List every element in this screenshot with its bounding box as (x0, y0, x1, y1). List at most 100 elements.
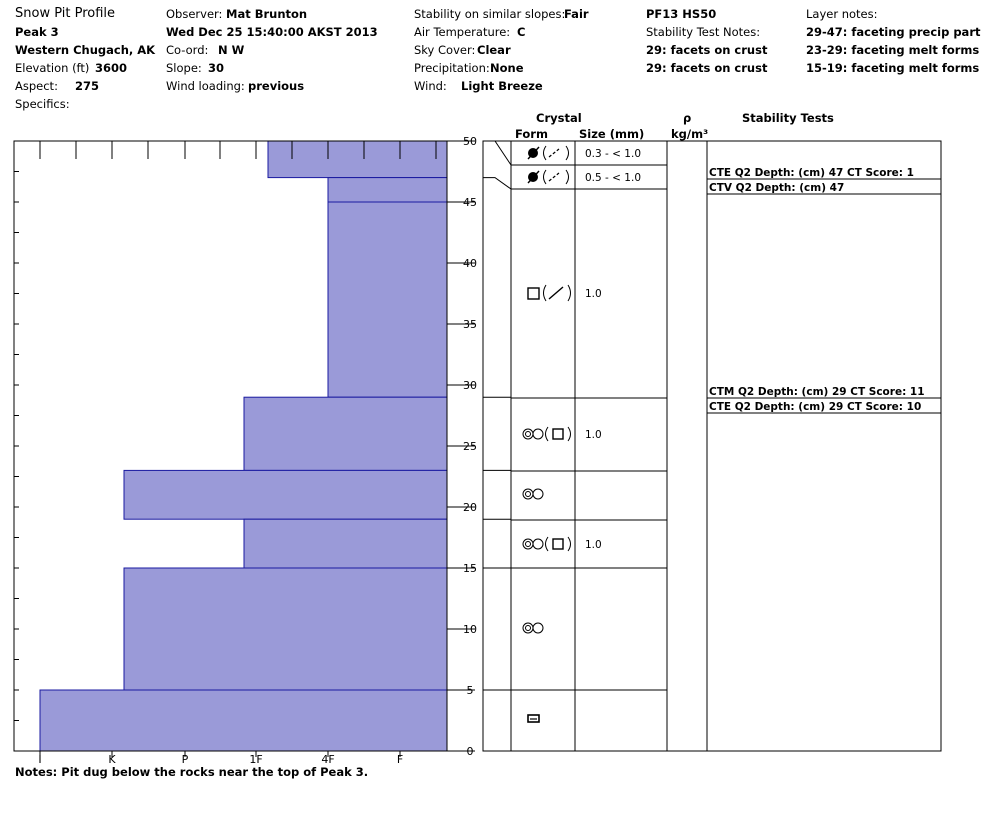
form-header: Form (515, 127, 548, 141)
wind-loading-value: previous (248, 79, 305, 93)
faceted-particle-icon (548, 148, 560, 158)
grain-size-label: 1.0 (585, 539, 602, 551)
grain-form-icon (522, 426, 571, 442)
stability-test-label: CTV Q2 Depth: (cm) 47 (709, 182, 844, 194)
faceted-icon (552, 428, 564, 440)
precip-particle-icon (527, 146, 540, 160)
hardness-bar (327, 177, 448, 203)
depth-tick-label: 5 (467, 684, 474, 697)
elevation-value: 3600 (95, 61, 128, 75)
size-header: Size (mm) (579, 127, 645, 141)
stability-test-label: CTM Q2 Depth: (cm) 29 CT Score: 11 (709, 386, 925, 398)
air-temp-value: C (517, 25, 526, 39)
paren-icon (567, 284, 571, 302)
grain-form-icon (522, 536, 571, 552)
hardness-tick-label: I (38, 753, 41, 766)
faceted-icon (527, 287, 540, 300)
hardness-bar (39, 689, 448, 752)
paren-icon (565, 169, 569, 185)
depth-tick-label: 45 (463, 196, 477, 209)
datetime: Wed Dec 25 15:40:00 AKST 2013 (166, 25, 378, 39)
hardness-bar (243, 518, 448, 569)
sky-label: Sky Cover: (414, 43, 476, 57)
hardness-bar (267, 140, 448, 179)
paren-icon (567, 536, 571, 552)
coord-label: Co-ord: (166, 43, 209, 57)
layer-table-frame (482, 140, 942, 752)
grain-form-icon (522, 622, 544, 634)
depth-hoar-icon (525, 491, 531, 497)
depth-tick-label: 15 (463, 562, 477, 575)
depth-hoar-icon (532, 428, 544, 440)
observer-label: Observer: (166, 7, 223, 21)
grain-size-label: 0.3 - < 1.0 (585, 148, 641, 160)
observer-value: Mat Brunton (226, 7, 308, 21)
depth-hoar-icon (522, 488, 534, 500)
depth-tick-label: 35 (463, 318, 477, 331)
depth-tick-label: 40 (463, 257, 477, 270)
paren-icon (543, 169, 547, 185)
wind-loading-label: Wind loading: (166, 79, 245, 93)
paren-icon (565, 145, 569, 161)
precip-label: Precipitation: (414, 61, 490, 75)
depth-tick-label: 25 (463, 440, 477, 453)
grain-form-icon (527, 145, 569, 161)
specifics-label: Specifics: (15, 97, 70, 111)
precip-value: None (490, 61, 524, 75)
faceted-particle-icon (548, 172, 560, 182)
page-title: Snow Pit Profile (15, 6, 116, 21)
layer-note: 29-47: faceting precip part (806, 25, 981, 39)
grain-form-icon (527, 284, 571, 302)
faceted-icon (552, 538, 564, 550)
depth-tick-label: 20 (463, 501, 477, 514)
depth-hoar-icon (525, 541, 531, 547)
paren-icon (543, 145, 547, 161)
slope-label: Slope: (166, 61, 202, 75)
stability-notes-label: Stability Test Notes: (646, 25, 761, 39)
depth-hoar-icon (522, 428, 534, 440)
layer-notes-label: Layer notes: (806, 7, 878, 21)
stability-label: Stability on similar slopes: (414, 7, 566, 21)
depth-tick-label: 0 (467, 745, 474, 758)
depth-tick-label: 50 (463, 135, 477, 148)
hardness-tick-label: K (108, 753, 116, 766)
depth-hoar-icon (532, 622, 544, 634)
grain-form-icon (527, 714, 540, 723)
pit-code: PF13 HS50 (646, 7, 717, 21)
stability-note: 29: facets on crust (646, 61, 768, 75)
crystal-header: Crystal (536, 111, 582, 125)
depth-hoar-icon (525, 431, 531, 437)
grain-form-icon (527, 169, 569, 185)
grain-form-icon (522, 488, 544, 500)
hardness-bar (327, 201, 448, 398)
density-symbol: ρ (683, 111, 692, 125)
depth-hoar-icon (522, 538, 534, 550)
wind-label: Wind: (414, 79, 447, 93)
paren-icon (567, 426, 571, 442)
depth-tick-label: 10 (463, 623, 477, 636)
paren-icon (545, 426, 549, 442)
stability-test-label: CTE Q2 Depth: (cm) 29 CT Score: 10 (709, 401, 921, 413)
slope-value: 30 (208, 61, 225, 75)
layer-note: 15-19: faceting melt forms (806, 61, 980, 75)
density-unit: kg/m³ (671, 127, 709, 141)
paren-icon (545, 536, 549, 552)
grain-size-label: 1.0 (585, 429, 602, 441)
sky-value: Clear (477, 43, 511, 57)
aspect-label: Aspect: (15, 79, 58, 93)
hardness-bar (123, 567, 448, 691)
stability-test-label: CTE Q2 Depth: (cm) 47 CT Score: 1 (709, 167, 914, 179)
layer-note: 23-29: faceting melt forms (806, 43, 980, 57)
coord-value: N W (218, 43, 245, 57)
depth-hoar-icon (525, 625, 531, 631)
air-temp-label: Air Temperature: (414, 25, 511, 39)
layer-connector (483, 140, 512, 166)
hardness-tick-label: P (182, 753, 189, 766)
depth-tick-label: 30 (463, 379, 477, 392)
hardness-tick-label: 4F (321, 753, 334, 766)
hardness-tick-label: F (397, 753, 403, 766)
grain-size-label: 0.5 - < 1.0 (585, 172, 641, 184)
location: Peak 3 (15, 25, 59, 39)
aspect-value: 275 (75, 79, 100, 93)
